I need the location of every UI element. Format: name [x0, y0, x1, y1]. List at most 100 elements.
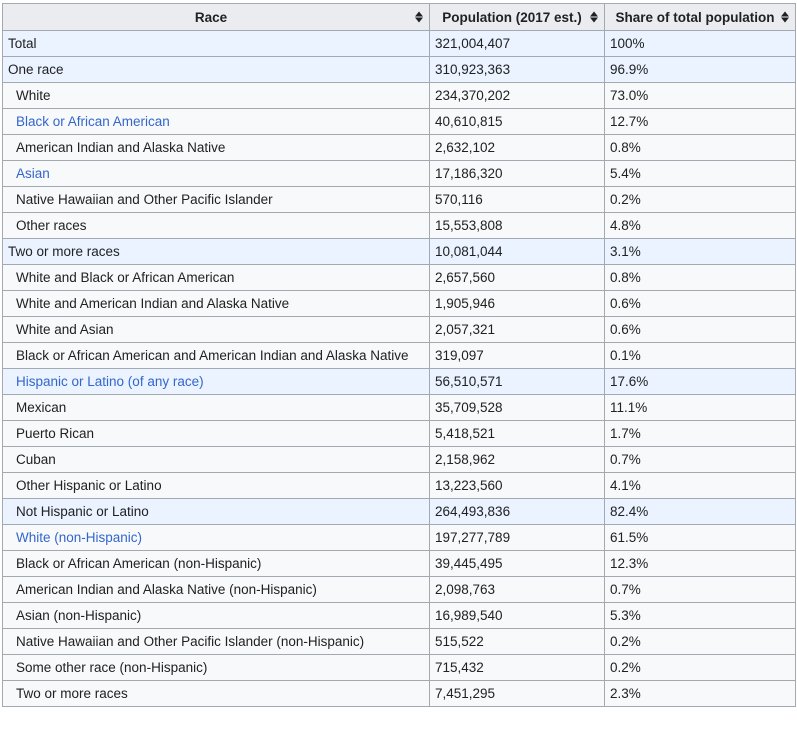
share-cell: 0.6%: [604, 316, 796, 343]
share-cell: 0.2%: [604, 628, 796, 655]
share-cell: 96.9%: [604, 56, 796, 83]
share-cell: 0.7%: [604, 576, 796, 603]
share-cell: 0.1%: [604, 342, 796, 369]
population-cell: 17,186,320: [429, 160, 605, 187]
share-cell: 100%: [604, 30, 796, 57]
population-cell: 16,989,540: [429, 602, 605, 629]
race-label: One race: [8, 62, 64, 77]
race-cell: Native Hawaiian and Other Pacific Island…: [2, 628, 430, 655]
share-cell: 82.4%: [604, 498, 796, 525]
column-header-population-label: Population (2017 est.): [442, 9, 582, 25]
race-cell: Other races: [2, 212, 430, 239]
population-cell: 2,632,102: [429, 134, 605, 161]
table-row: Asian 17,186,320 5.4%: [2, 160, 796, 187]
share-cell: 5.3%: [604, 602, 796, 629]
race-label: Native Hawaiian and Other Pacific Island…: [16, 634, 365, 649]
race-label: White: [16, 88, 51, 103]
table-row: Cuban 2,158,962 0.7%: [2, 446, 796, 473]
column-header-share[interactable]: Share of total population: [604, 3, 796, 31]
race-cell: White and Asian: [2, 316, 430, 343]
share-cell: 4.8%: [604, 212, 796, 239]
share-cell: 12.3%: [604, 550, 796, 577]
race-cell: Black or African American (non-Hispanic): [2, 550, 430, 577]
share-cell: 12.7%: [604, 108, 796, 135]
race-cell: Asian (non-Hispanic): [2, 602, 430, 629]
column-header-population[interactable]: Population (2017 est.): [429, 3, 605, 31]
share-cell: 0.6%: [604, 290, 796, 317]
table-row: Native Hawaiian and Other Pacific Island…: [2, 186, 796, 213]
share-cell: 0.8%: [604, 264, 796, 291]
table-row: White and American Indian and Alaska Nat…: [2, 290, 796, 317]
population-cell: 2,158,962: [429, 446, 605, 473]
population-cell: 310,923,363: [429, 56, 605, 83]
race-cell: Mexican: [2, 394, 430, 421]
sort-icon[interactable]: [415, 11, 423, 23]
table-row: Puerto Rican 5,418,521 1.7%: [2, 420, 796, 447]
column-header-race-label: Race: [194, 9, 228, 25]
sort-icon[interactable]: [590, 11, 598, 23]
race-population-table: Race Population (2017 est.) Share of tot…: [2, 3, 796, 707]
population-cell: 2,657,560: [429, 264, 605, 291]
race-label: Other Hispanic or Latino: [16, 478, 162, 493]
table-row: Other Hispanic or Latino 13,223,560 4.1%: [2, 472, 796, 499]
race-label: American Indian and Alaska Native (non-H…: [16, 582, 317, 597]
table-row: Total 321,004,407 100%: [2, 30, 796, 57]
share-cell: 0.7%: [604, 446, 796, 473]
race-cell: Native Hawaiian and Other Pacific Island…: [2, 186, 430, 213]
column-header-race[interactable]: Race: [2, 3, 430, 31]
population-cell: 39,445,495: [429, 550, 605, 577]
population-cell: 35,709,528: [429, 394, 605, 421]
population-cell: 2,098,763: [429, 576, 605, 603]
race-cell: White (non-Hispanic): [2, 524, 430, 551]
table-row: White and Black or African American 2,657…: [2, 264, 796, 291]
table-row: Black or African American (non-Hispanic)…: [2, 550, 796, 577]
share-cell: 3.1%: [604, 238, 796, 265]
race-label: Puerto Rican: [16, 426, 95, 441]
sort-icon[interactable]: [781, 11, 789, 23]
race-cell: Other Hispanic or Latino: [2, 472, 430, 499]
population-cell: 56,510,571: [429, 368, 605, 395]
race-cell: White and Black or African American: [2, 264, 430, 291]
table-row: White (non-Hispanic) 197,277,789 61.5%: [2, 524, 796, 551]
table-row: Two or more races 7,451,295 2.3%: [2, 680, 796, 707]
race-cell: Two or more races: [2, 680, 430, 707]
race-link[interactable]: White (non-Hispanic): [16, 530, 143, 545]
share-cell: 11.1%: [604, 394, 796, 421]
share-cell: 2.3%: [604, 680, 796, 707]
race-label: Some other race (non-Hispanic): [16, 660, 208, 675]
race-cell: Two or more races: [2, 238, 430, 265]
table-row: Hispanic or Latino (of any race) 56,510,5…: [2, 368, 796, 395]
race-label: American Indian and Alaska Native: [16, 140, 226, 155]
population-cell: 40,610,815: [429, 108, 605, 135]
population-cell: 515,522: [429, 628, 605, 655]
race-label: Native Hawaiian and Other Pacific Island…: [16, 192, 273, 207]
race-cell: Not Hispanic or Latino: [2, 498, 430, 525]
share-cell: 4.1%: [604, 472, 796, 499]
race-cell: Puerto Rican: [2, 420, 430, 447]
population-cell: 2,057,321: [429, 316, 605, 343]
population-cell: 197,277,789: [429, 524, 605, 551]
share-cell: 5.4%: [604, 160, 796, 187]
table-row: Black or African American and American I…: [2, 342, 796, 369]
share-cell: 0.2%: [604, 654, 796, 681]
race-cell: Some other race (non-Hispanic): [2, 654, 430, 681]
race-link[interactable]: Black or African American: [16, 114, 170, 129]
table-row: Mexican 35,709,528 11.1%: [2, 394, 796, 421]
race-cell: Black or African American and American I…: [2, 342, 430, 369]
race-link[interactable]: Hispanic or Latino (of any race): [16, 374, 204, 389]
race-cell: American Indian and Alaska Native (non-H…: [2, 576, 430, 603]
share-cell: 17.6%: [604, 368, 796, 395]
race-cell: One race: [2, 56, 430, 83]
race-cell: Total: [2, 30, 430, 57]
race-cell: White and American Indian and Alaska Nat…: [2, 290, 430, 317]
race-label: Cuban: [16, 452, 56, 467]
column-header-share-label: Share of total population: [615, 9, 775, 25]
population-cell: 234,370,202: [429, 82, 605, 109]
share-cell: 1.7%: [604, 420, 796, 447]
race-label: Black or African American and American I…: [16, 348, 409, 363]
race-label: Two or more races: [8, 244, 120, 259]
race-cell: Cuban: [2, 446, 430, 473]
race-cell: American Indian and Alaska Native: [2, 134, 430, 161]
race-link[interactable]: Asian: [16, 166, 50, 181]
population-cell: 570,116: [429, 186, 605, 213]
